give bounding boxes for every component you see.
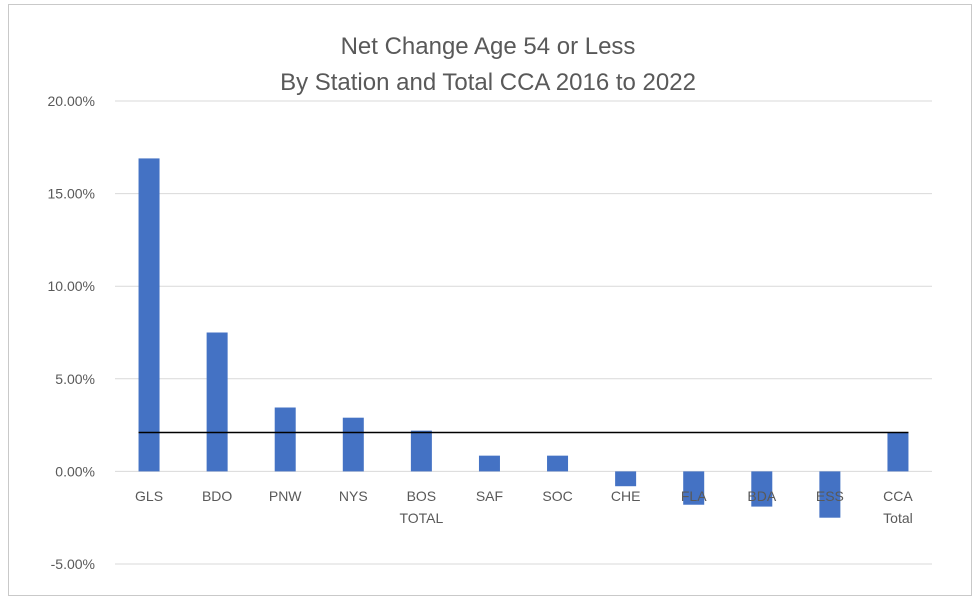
bar	[683, 471, 705, 505]
x-tick-label: BDO	[202, 488, 232, 504]
x-tick-label: CHE	[611, 488, 641, 504]
y-tick-label: 5.00%	[55, 371, 95, 387]
x-tick-label: GLS	[135, 488, 163, 504]
x-tick-label: PNW	[269, 488, 302, 504]
bar	[274, 407, 296, 472]
x-tick-label: Total	[883, 510, 913, 526]
bar	[887, 432, 909, 472]
x-tick-label: FLA	[681, 488, 707, 504]
y-tick-label: 15.00%	[48, 186, 95, 202]
x-tick-label: TOTAL	[399, 510, 443, 526]
gridlines	[115, 100, 932, 565]
bar	[478, 455, 500, 472]
chart-area	[8, 4, 972, 596]
y-tick-label: -5.00%	[51, 556, 95, 572]
x-tick-label: NYS	[339, 488, 368, 504]
x-tick-label: BOS	[407, 488, 437, 504]
chart-title-line: By Station and Total CCA 2016 to 2022	[280, 69, 696, 96]
x-tick-label: SOC	[542, 488, 572, 504]
y-tick-label: 0.00%	[55, 463, 95, 479]
x-tick-label: SAF	[476, 488, 503, 504]
x-tick-label: BDA	[747, 488, 776, 504]
bar	[615, 471, 637, 487]
bar	[547, 455, 569, 472]
bar	[138, 158, 160, 472]
bar	[410, 430, 432, 472]
y-tick-label: 20.00%	[48, 93, 95, 109]
y-axis-tick-labels: 20.00% 15.00% 10.00% 5.00% 0.00% -5.00%	[48, 93, 95, 572]
chart-title: Net Change Age 54 or Less By Station and …	[280, 33, 696, 96]
y-tick-label: 10.00%	[48, 278, 95, 294]
x-tick-label: CCA	[883, 488, 913, 504]
bar-series	[138, 158, 909, 518]
bar	[751, 471, 773, 507]
x-axis-tick-labels: GLS BDO PNW NYS BOS TOTAL SAF SOC CHE FLA BDA ESS CC…	[135, 488, 913, 526]
bar	[206, 332, 228, 472]
bar	[819, 471, 841, 518]
bar	[342, 417, 364, 472]
x-tick-label: ESS	[816, 488, 844, 504]
chart-title-line: Net Change Age 54 or Less	[341, 33, 636, 60]
